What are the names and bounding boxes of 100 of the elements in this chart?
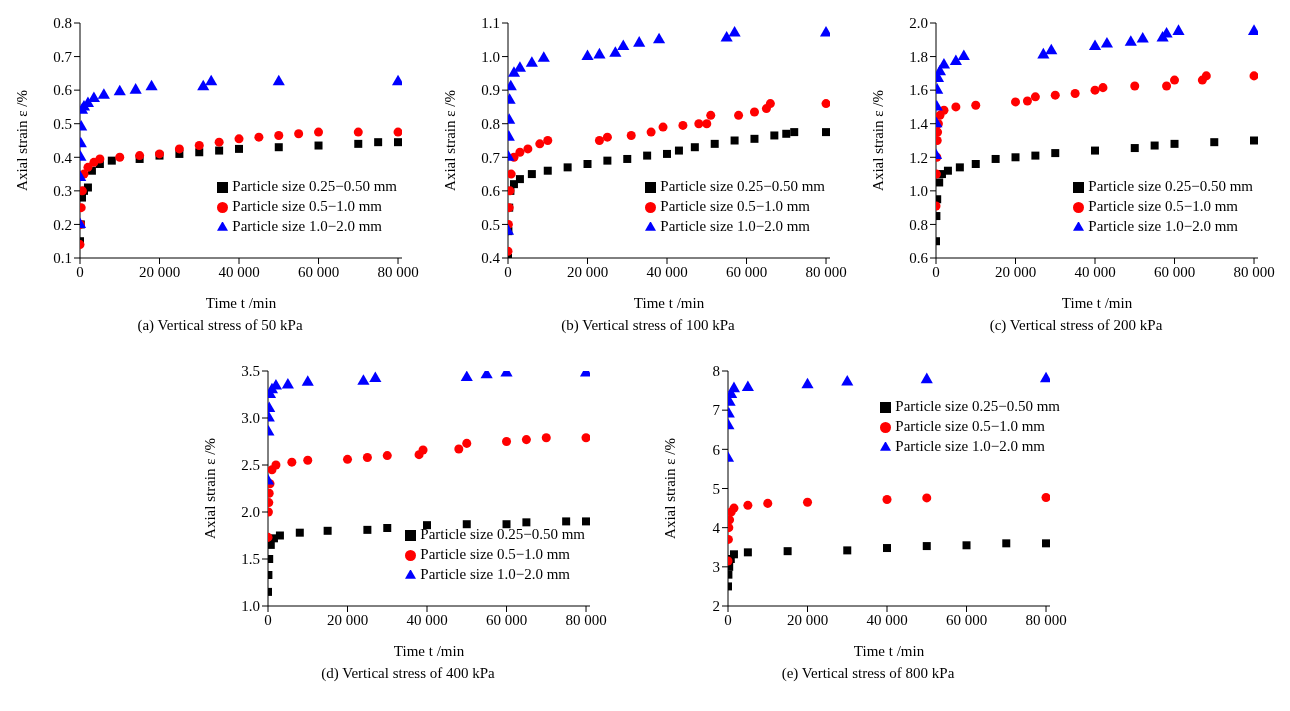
point <box>1201 71 1211 81</box>
point <box>951 102 961 112</box>
point <box>1022 96 1032 106</box>
point <box>843 546 852 555</box>
point <box>508 66 521 77</box>
point <box>235 144 244 153</box>
point <box>702 119 712 129</box>
point <box>562 517 571 526</box>
point <box>955 163 964 172</box>
point <box>314 141 323 150</box>
y-tick-label: 1.0 <box>481 48 500 65</box>
point <box>971 100 981 110</box>
legend-label: Particle size 1.0−2.0 mm <box>660 218 810 234</box>
point <box>658 122 668 132</box>
y-tick-label: 3.5 <box>241 363 260 380</box>
point <box>763 498 773 508</box>
x-tick-label: 60 000 <box>297 263 340 280</box>
point <box>374 138 383 147</box>
point <box>354 139 363 148</box>
x-tick-label: 80 000 <box>805 263 847 280</box>
point <box>369 371 382 383</box>
legend-label: Particle size 1.0−2.0 mm <box>1088 218 1238 234</box>
point <box>1051 149 1060 158</box>
point <box>107 156 116 165</box>
point <box>234 134 244 144</box>
point <box>301 375 314 386</box>
point <box>957 49 970 61</box>
point <box>652 32 666 44</box>
x-tick-label: 0 <box>504 263 512 280</box>
point <box>821 99 830 109</box>
point <box>729 550 738 559</box>
x-tick-label: 20 000 <box>326 611 369 628</box>
point <box>1124 35 1137 46</box>
y-tick-label: 0.6 <box>909 250 929 267</box>
point <box>281 378 294 389</box>
point <box>274 130 284 140</box>
point <box>643 151 652 160</box>
legend-label: Particle size 0.5−1.0 mm <box>420 546 570 562</box>
point <box>454 444 464 454</box>
point <box>129 83 142 94</box>
point <box>741 380 754 391</box>
point <box>729 503 739 513</box>
point <box>782 129 791 138</box>
point <box>527 170 536 179</box>
point <box>197 79 210 91</box>
point <box>563 163 572 172</box>
x-tick-label: 60 000 <box>1153 263 1196 280</box>
x-tick-label: 20 000 <box>786 611 829 628</box>
point <box>674 146 683 155</box>
point <box>706 110 716 120</box>
point <box>728 26 741 37</box>
point <box>287 457 297 467</box>
point <box>1170 75 1180 85</box>
legend-label: Particle size 0.5−1.0 mm <box>895 418 1045 434</box>
y-tick-label: 0.9 <box>481 82 500 99</box>
y-tick-label: 0.4 <box>53 149 73 166</box>
point <box>391 74 402 86</box>
point <box>743 548 752 557</box>
point <box>215 146 224 155</box>
point <box>1100 36 1114 48</box>
point <box>543 135 553 146</box>
point <box>363 525 372 534</box>
point <box>295 528 304 537</box>
point <box>83 162 93 172</box>
point <box>275 531 284 540</box>
point <box>1162 81 1172 91</box>
point <box>272 74 285 86</box>
point <box>508 169 516 179</box>
y-tick-label: 2.0 <box>241 504 260 521</box>
point <box>95 154 105 164</box>
point <box>314 127 324 137</box>
point <box>1070 88 1080 99</box>
y-tick-label: 2 <box>712 598 720 615</box>
point <box>537 51 550 62</box>
point <box>694 119 704 129</box>
point <box>663 149 672 158</box>
y-tick-label: 6 <box>712 441 721 458</box>
point <box>743 500 753 510</box>
y-tick-label: 0.5 <box>53 116 72 133</box>
point <box>770 131 779 140</box>
point <box>922 542 931 551</box>
x-tick-label: 0 <box>76 263 84 280</box>
point <box>357 374 370 385</box>
point <box>750 134 759 143</box>
point <box>991 154 1000 163</box>
x-tick-label: 60 000 <box>485 611 528 628</box>
point <box>205 74 218 86</box>
text: (e) Vertical stress of 800 kPa <box>780 665 956 682</box>
point <box>323 526 332 535</box>
y-tick-label: 0.8 <box>909 216 928 233</box>
point <box>521 435 531 445</box>
x-tick-label: 20 000 <box>994 263 1037 280</box>
y-tick-label: 1.0 <box>909 183 928 200</box>
x-axis-title: Time t /min <box>393 643 465 659</box>
point <box>734 110 744 120</box>
point <box>609 46 622 57</box>
legend-label: Particle size 0.5−1.0 mm <box>660 198 810 214</box>
point <box>382 451 392 461</box>
point <box>522 518 531 527</box>
point <box>393 127 402 137</box>
